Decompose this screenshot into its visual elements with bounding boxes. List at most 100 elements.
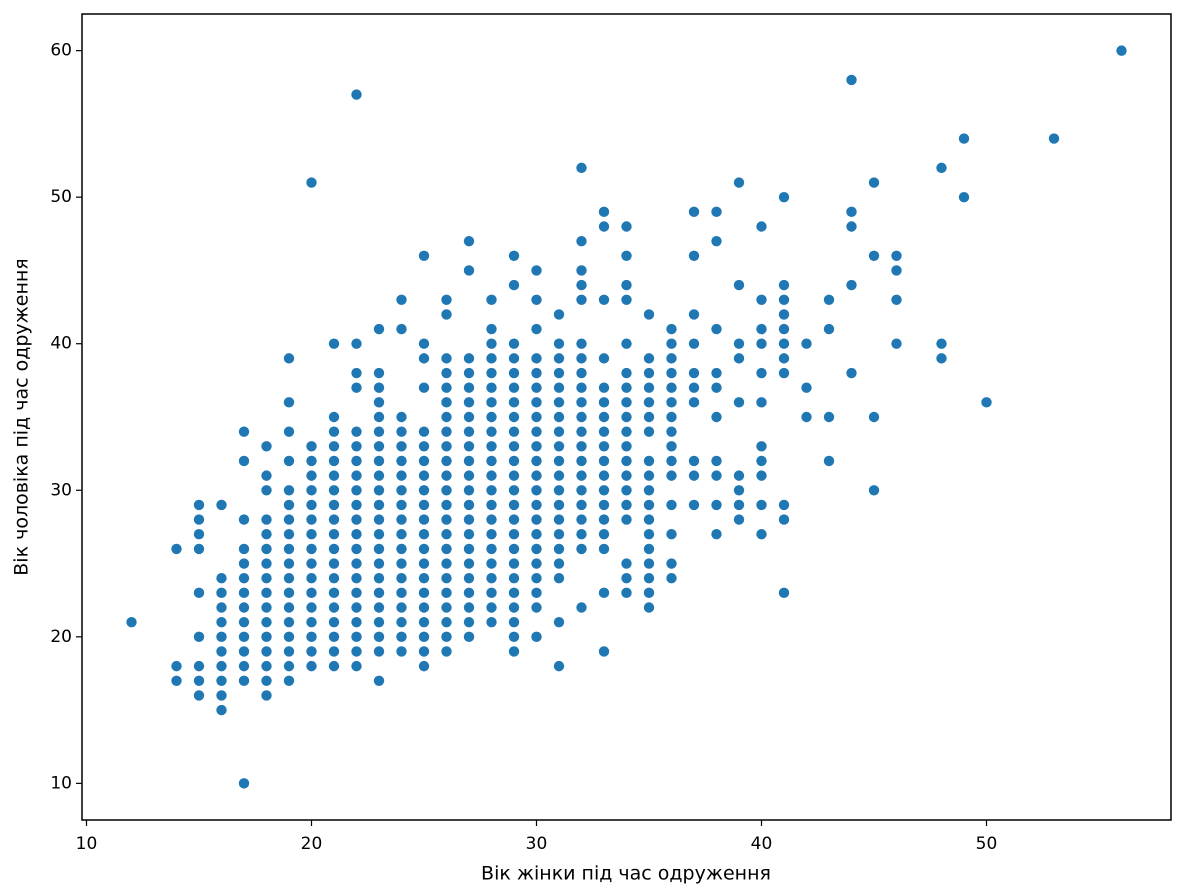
y-tick-label: 60 [50, 41, 72, 61]
point [1048, 133, 1060, 144]
point [598, 470, 610, 481]
point [711, 499, 722, 511]
point [418, 441, 430, 452]
point [553, 470, 565, 481]
point [373, 573, 385, 584]
point [688, 499, 700, 511]
point [576, 426, 587, 437]
point [576, 162, 587, 174]
point [666, 353, 677, 364]
point [418, 558, 430, 569]
y-tick-label: 50 [50, 187, 72, 207]
point [823, 294, 835, 305]
point [351, 499, 362, 511]
point [306, 646, 317, 657]
x-tick-label: 20 [301, 834, 323, 854]
point [756, 294, 767, 305]
point [463, 529, 475, 540]
point [396, 499, 407, 511]
point [508, 499, 520, 511]
point [373, 367, 385, 379]
point [238, 616, 250, 628]
point [463, 470, 475, 481]
point [666, 529, 677, 540]
point [238, 514, 250, 525]
point [643, 602, 655, 613]
point [486, 529, 497, 540]
point [801, 338, 812, 349]
point [531, 397, 542, 408]
point [396, 646, 407, 657]
point [486, 616, 497, 628]
point [261, 675, 272, 686]
point [531, 382, 542, 393]
point [328, 426, 340, 437]
point [328, 558, 340, 569]
point [868, 250, 880, 261]
point [733, 177, 745, 188]
point [531, 323, 542, 335]
point [261, 646, 272, 657]
point [643, 397, 655, 408]
point [531, 573, 542, 584]
point [351, 587, 362, 599]
point [396, 529, 407, 540]
point [328, 514, 340, 525]
point [801, 382, 812, 393]
point [733, 397, 745, 408]
point [373, 558, 385, 569]
point [846, 279, 857, 291]
point [351, 660, 362, 672]
point [486, 353, 497, 364]
point [283, 602, 295, 613]
point [508, 529, 520, 540]
point [621, 294, 632, 305]
point [373, 529, 385, 540]
point [576, 353, 587, 364]
point [666, 573, 677, 584]
point [283, 397, 295, 408]
point [508, 543, 520, 555]
point [238, 675, 250, 686]
point [756, 441, 767, 452]
point [463, 543, 475, 555]
point [621, 441, 632, 452]
point [621, 558, 632, 569]
point [463, 514, 475, 525]
point [733, 485, 745, 496]
point [621, 382, 632, 393]
point [598, 353, 610, 364]
point [508, 470, 520, 481]
point [373, 441, 385, 452]
point [508, 353, 520, 364]
point [441, 631, 452, 643]
point [283, 587, 295, 599]
point [418, 470, 430, 481]
point [463, 616, 475, 628]
point [756, 367, 767, 379]
point [868, 485, 880, 496]
point [441, 646, 452, 657]
point [463, 573, 475, 584]
point [576, 499, 587, 511]
point [778, 338, 790, 349]
point [621, 367, 632, 379]
point [351, 631, 362, 643]
point [351, 514, 362, 525]
point [441, 426, 452, 437]
point [531, 470, 542, 481]
point [666, 499, 677, 511]
point [666, 338, 677, 349]
point [396, 602, 407, 613]
point [711, 470, 722, 481]
point [328, 616, 340, 628]
point [463, 631, 475, 643]
point [643, 514, 655, 525]
point [756, 499, 767, 511]
point [508, 587, 520, 599]
point [553, 558, 565, 569]
point [486, 455, 497, 467]
point [553, 426, 565, 437]
point [283, 426, 295, 437]
